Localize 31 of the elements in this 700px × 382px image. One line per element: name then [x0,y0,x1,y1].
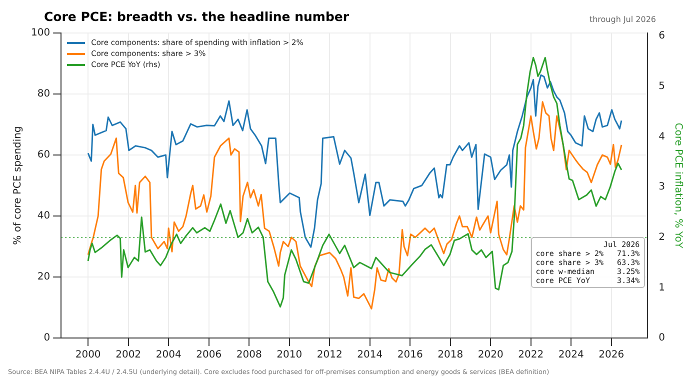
x-tick-label: 2022 [518,350,544,361]
x-tick-label: 2000 [75,350,101,361]
x-tick-label: 2012 [316,350,342,361]
x-tick-label: 2010 [276,350,302,361]
y2-tick-label: 5 [658,80,666,92]
y2-axis-title: Core PCE inflation, % YoY [672,122,684,250]
x-tick-label: 2002 [116,350,142,361]
y-tick-label: 0 [44,332,50,344]
x-tick-label: 2020 [478,350,504,361]
y-tick-label: 60 [37,150,50,161]
x-tick-label: 2004 [156,350,182,361]
y2-tick-label: 3 [658,182,666,193]
y2-tick-label: 6 [658,30,666,42]
y2-tick-label: 0 [658,332,666,344]
x-tick-label: 2016 [397,350,423,361]
y-tick-label: 40 [37,210,50,222]
chart-subtitle: through Jul 2026 [589,15,657,24]
x-tick-label: 2008 [236,350,262,361]
x-tick-label: 2024 [558,350,584,361]
y2-tick-label: 2 [658,232,666,243]
y-axis-title: % of core PCE spending [12,126,24,245]
chart-title: Core PCE: breadth vs. the headline number [43,9,350,24]
y2-tick-label: 1 [658,282,666,294]
x-tick-label: 2026 [598,350,624,361]
x-tick-label: 2006 [196,350,222,361]
y2-tick-label: 4 [658,131,666,142]
y-tick-label: 100 [30,28,50,39]
y-tick-label: 80 [37,88,50,100]
x-tick-label: 2014 [357,350,383,361]
y-tick-label: 20 [37,272,50,283]
x-tick-label: 2018 [438,350,464,361]
